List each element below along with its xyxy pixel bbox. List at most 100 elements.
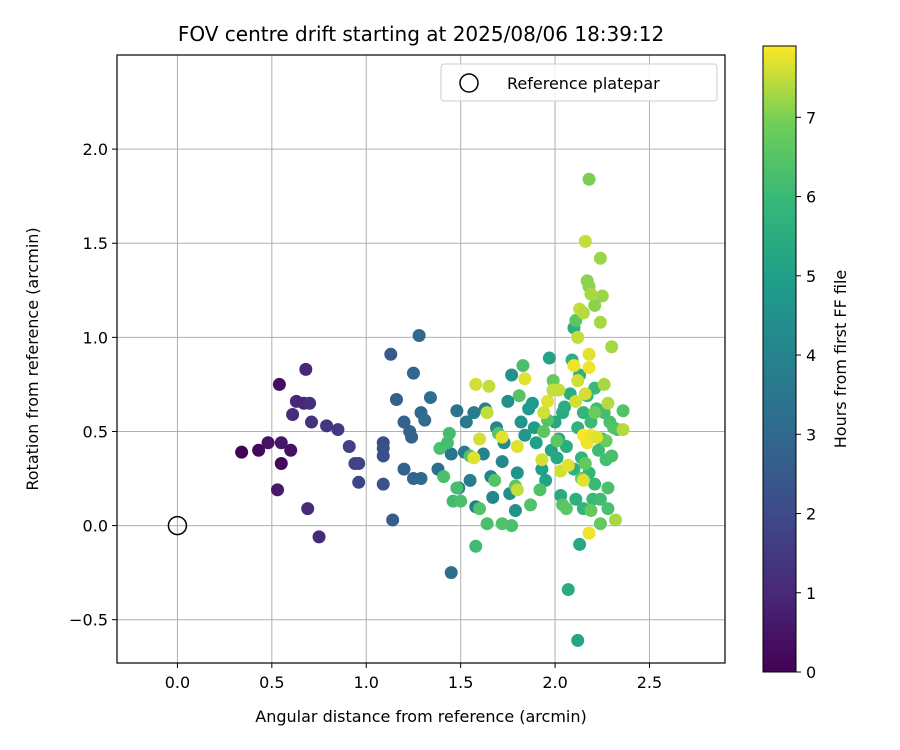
data-point [616, 423, 630, 437]
colorbar-label: Hours from first FF file [831, 270, 850, 449]
data-point [303, 396, 317, 410]
data-point [593, 251, 607, 265]
y-tick-label: 0.5 [83, 422, 108, 441]
colorbar-tick-label: 2 [806, 505, 816, 524]
data-point [463, 473, 477, 487]
data-point [444, 566, 458, 580]
data-point [331, 423, 345, 437]
grid-lines [117, 55, 725, 663]
data-point [571, 330, 585, 344]
data-point [467, 406, 481, 420]
data-point [525, 396, 539, 410]
data-point [590, 430, 604, 444]
data-point [284, 443, 298, 457]
data-point [480, 517, 494, 531]
data-point [559, 440, 573, 454]
data-point [573, 537, 587, 551]
data-point [588, 477, 602, 491]
data-point [552, 383, 566, 397]
data-point [274, 436, 288, 450]
data-point [514, 415, 528, 429]
data-point [539, 473, 553, 487]
data-point [576, 306, 590, 320]
data-point [505, 368, 519, 382]
data-point [550, 451, 564, 465]
data-point [270, 483, 284, 497]
y-tick-label: 1.5 [83, 234, 108, 253]
data-point [510, 483, 524, 497]
colorbar-tick-label: 3 [806, 425, 816, 444]
data-point [582, 347, 596, 361]
data-point [501, 394, 515, 408]
data-point [450, 404, 464, 418]
data-point [286, 408, 300, 422]
reference-platepar-marker [167, 515, 188, 536]
data-point [591, 443, 605, 457]
data-point [582, 526, 596, 540]
data-point [535, 462, 549, 476]
legend-label: Reference platepar [507, 74, 660, 93]
data-point [571, 633, 585, 647]
x-tick-label: 2.0 [542, 673, 567, 692]
data-point [235, 445, 249, 459]
data-point [274, 456, 288, 470]
data-point [593, 492, 607, 506]
x-axis-ticks: 0.0 0.5 1.0 1.5 2.0 2.5 [165, 663, 662, 692]
data-point [454, 494, 468, 508]
data-point [537, 406, 551, 420]
data-point [582, 360, 596, 374]
colorbar-tick-label: 5 [806, 267, 816, 286]
data-point [252, 443, 266, 457]
legend: Reference platepar [440, 63, 718, 102]
data-point [529, 436, 543, 450]
data-point [482, 379, 496, 393]
data-points [235, 172, 630, 647]
data-point [376, 477, 390, 491]
data-point [559, 502, 573, 516]
data-point [272, 377, 286, 391]
data-point [576, 406, 590, 420]
data-point [469, 377, 483, 391]
data-point [495, 430, 509, 444]
x-axis-label: Angular distance from reference (arcmin) [255, 707, 586, 726]
data-point [584, 504, 598, 518]
data-point [537, 424, 551, 438]
y-tick-label: 0.0 [83, 517, 108, 536]
data-point [480, 406, 494, 420]
data-point [450, 481, 464, 495]
data-point [301, 502, 315, 516]
data-point [567, 359, 581, 373]
data-point [304, 415, 318, 429]
data-point [510, 466, 524, 480]
data-point [299, 362, 313, 376]
data-point [524, 498, 538, 512]
data-point [376, 449, 390, 463]
colorbar-tick-label: 0 [806, 663, 816, 682]
x-tick-label: 0.0 [165, 673, 190, 692]
data-point [578, 456, 592, 470]
data-point [473, 432, 487, 446]
data-point [473, 502, 487, 516]
data-point [412, 328, 426, 342]
data-point [569, 394, 583, 408]
data-point [571, 374, 585, 388]
legend-box [440, 63, 718, 102]
data-point [467, 451, 481, 465]
y-axis-label: Rotation from reference (arcmin) [23, 227, 42, 490]
data-point [418, 413, 432, 427]
data-point [518, 428, 532, 442]
data-point [597, 377, 611, 391]
data-point [320, 419, 334, 433]
data-point [352, 475, 366, 489]
x-tick-label: 1.0 [354, 673, 379, 692]
data-point [495, 455, 509, 469]
colorbar-ticks: 0 1 2 3 4 5 6 7 [796, 108, 816, 682]
data-point [405, 430, 419, 444]
data-point [605, 449, 619, 463]
data-point [444, 447, 458, 461]
data-point [486, 490, 500, 504]
data-point [569, 492, 583, 506]
data-point [584, 287, 598, 301]
data-point [582, 172, 596, 186]
data-point [342, 440, 356, 454]
